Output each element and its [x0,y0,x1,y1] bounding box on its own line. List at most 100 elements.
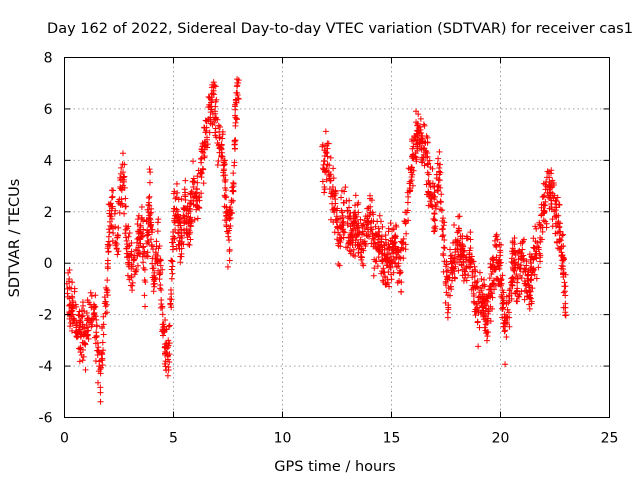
y-tick-label: 0 [44,256,53,272]
data-point [426,157,433,164]
data-point [231,159,238,166]
data-point [172,195,179,202]
data-point [431,189,438,196]
data-point [473,283,480,290]
data-point [379,223,386,230]
data-point [319,178,326,185]
data-point [383,239,390,246]
data-point [508,275,515,282]
data-point [416,129,423,136]
data-point [230,188,237,195]
data-point [196,194,203,200]
data-point [144,237,151,244]
data-point [201,146,208,153]
data-point [327,177,334,184]
data-point [422,139,429,146]
data-point [420,121,427,128]
data-point [494,263,501,270]
data-point [441,258,448,265]
data-point [327,177,334,184]
data-point [378,258,385,265]
data-point [417,115,424,122]
data-point [509,238,516,245]
data-point [475,343,482,350]
data-point [536,221,543,228]
data-point [181,217,188,224]
data-point [498,291,505,298]
data-point [159,266,166,273]
data-point [560,270,567,277]
data-point [138,204,145,211]
data-point [80,324,87,331]
data-point [214,116,221,123]
data-point [220,172,227,179]
data-point [547,184,554,191]
data-point [490,257,497,264]
data-point [235,77,242,84]
data-point [113,245,120,252]
data-point [209,90,216,97]
data-point [385,228,392,235]
data-point [218,154,225,161]
data-point [149,255,156,262]
data-point [226,215,233,222]
data-point [91,303,98,310]
data-point [434,199,441,206]
data-point [169,239,176,246]
data-point [434,188,441,195]
data-point [85,327,92,334]
data-point [389,226,396,233]
data-point [535,264,542,271]
data-point [404,199,411,206]
data-point [102,299,109,306]
data-point [152,260,159,267]
data-point [375,243,382,250]
data-point [408,164,415,171]
data-point [491,277,498,284]
x-tick-label: 10 [274,431,292,447]
data-point [431,211,438,218]
data-point [371,256,378,263]
data-point [398,247,405,254]
data-point [141,292,148,299]
data-point [489,294,496,301]
data-point [402,209,409,216]
data-point [76,317,83,324]
data-point [78,313,85,320]
data-point [375,254,382,261]
data-point [335,225,342,232]
data-point [215,142,222,149]
data-point [431,183,438,190]
data-point [465,263,472,270]
data-point [505,299,512,306]
data-point [232,114,239,121]
data-point [178,250,185,257]
data-point [509,245,516,252]
data-point [425,177,432,184]
y-axis-title: SDTVAR / TECUs [7,179,23,298]
data-point [459,242,466,249]
data-point [140,226,147,233]
data-point [168,304,175,311]
data-point [335,240,342,247]
data-point [444,314,451,321]
data-point [319,143,326,150]
data-point [161,328,168,335]
data-point [525,272,532,279]
data-point [442,280,449,287]
data-point [366,233,373,240]
data-point [329,190,336,197]
data-point [533,275,540,282]
data-point [105,248,112,255]
data-point [460,277,467,284]
data-point [471,279,478,286]
data-point [549,177,556,184]
data-point [321,189,328,196]
data-point [560,304,567,311]
data-point [207,109,214,116]
data-point [518,288,525,295]
data-point [424,161,431,168]
data-point [490,280,497,287]
data-point [478,275,485,282]
data-point [108,210,115,217]
